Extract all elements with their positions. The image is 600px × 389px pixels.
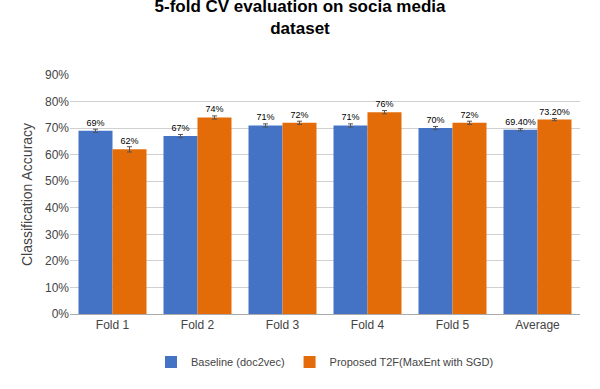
svg-text:76%: 76% — [375, 99, 393, 109]
svg-text:Average: Average — [515, 318, 560, 332]
svg-text:Fold 3: Fold 3 — [266, 318, 300, 332]
svg-text:74%: 74% — [205, 104, 223, 114]
svg-text:0%: 0% — [52, 307, 70, 321]
svg-text:71%: 71% — [256, 112, 274, 122]
svg-text:71%: 71% — [341, 112, 359, 122]
svg-text:72%: 72% — [290, 110, 308, 120]
svg-text:Fold 1: Fold 1 — [96, 318, 130, 332]
svg-text:70%: 70% — [426, 115, 444, 125]
svg-text:69%: 69% — [86, 118, 104, 128]
svg-text:Proposed T2F(MaxEnt with SGD): Proposed T2F(MaxEnt with SGD) — [330, 356, 494, 368]
svg-text:70%: 70% — [45, 121, 69, 135]
svg-text:90%: 90% — [45, 68, 69, 82]
svg-text:10%: 10% — [45, 281, 69, 295]
svg-text:Fold 5: Fold 5 — [436, 318, 470, 332]
svg-text:5-fold CV evaluation on socia: 5-fold CV evaluation on socia mediadatas… — [155, 0, 446, 38]
svg-text:Baseline (doc2vec): Baseline (doc2vec) — [191, 356, 285, 368]
svg-text:30%: 30% — [45, 228, 69, 242]
svg-text:62%: 62% — [120, 136, 138, 146]
svg-text:60%: 60% — [45, 148, 69, 162]
svg-text:67%: 67% — [171, 123, 189, 133]
svg-text:Classification Accuracy: Classification Accuracy — [19, 123, 35, 266]
svg-text:Fold 4: Fold 4 — [351, 318, 385, 332]
svg-text:50%: 50% — [45, 174, 69, 188]
svg-text:73.20%: 73.20% — [539, 107, 570, 117]
svg-text:80%: 80% — [45, 95, 69, 109]
svg-text:72%: 72% — [460, 110, 478, 120]
svg-text:40%: 40% — [45, 201, 69, 215]
svg-text:20%: 20% — [45, 254, 69, 268]
svg-text:Fold 2: Fold 2 — [181, 318, 215, 332]
svg-text:69.40%: 69.40% — [505, 117, 536, 127]
